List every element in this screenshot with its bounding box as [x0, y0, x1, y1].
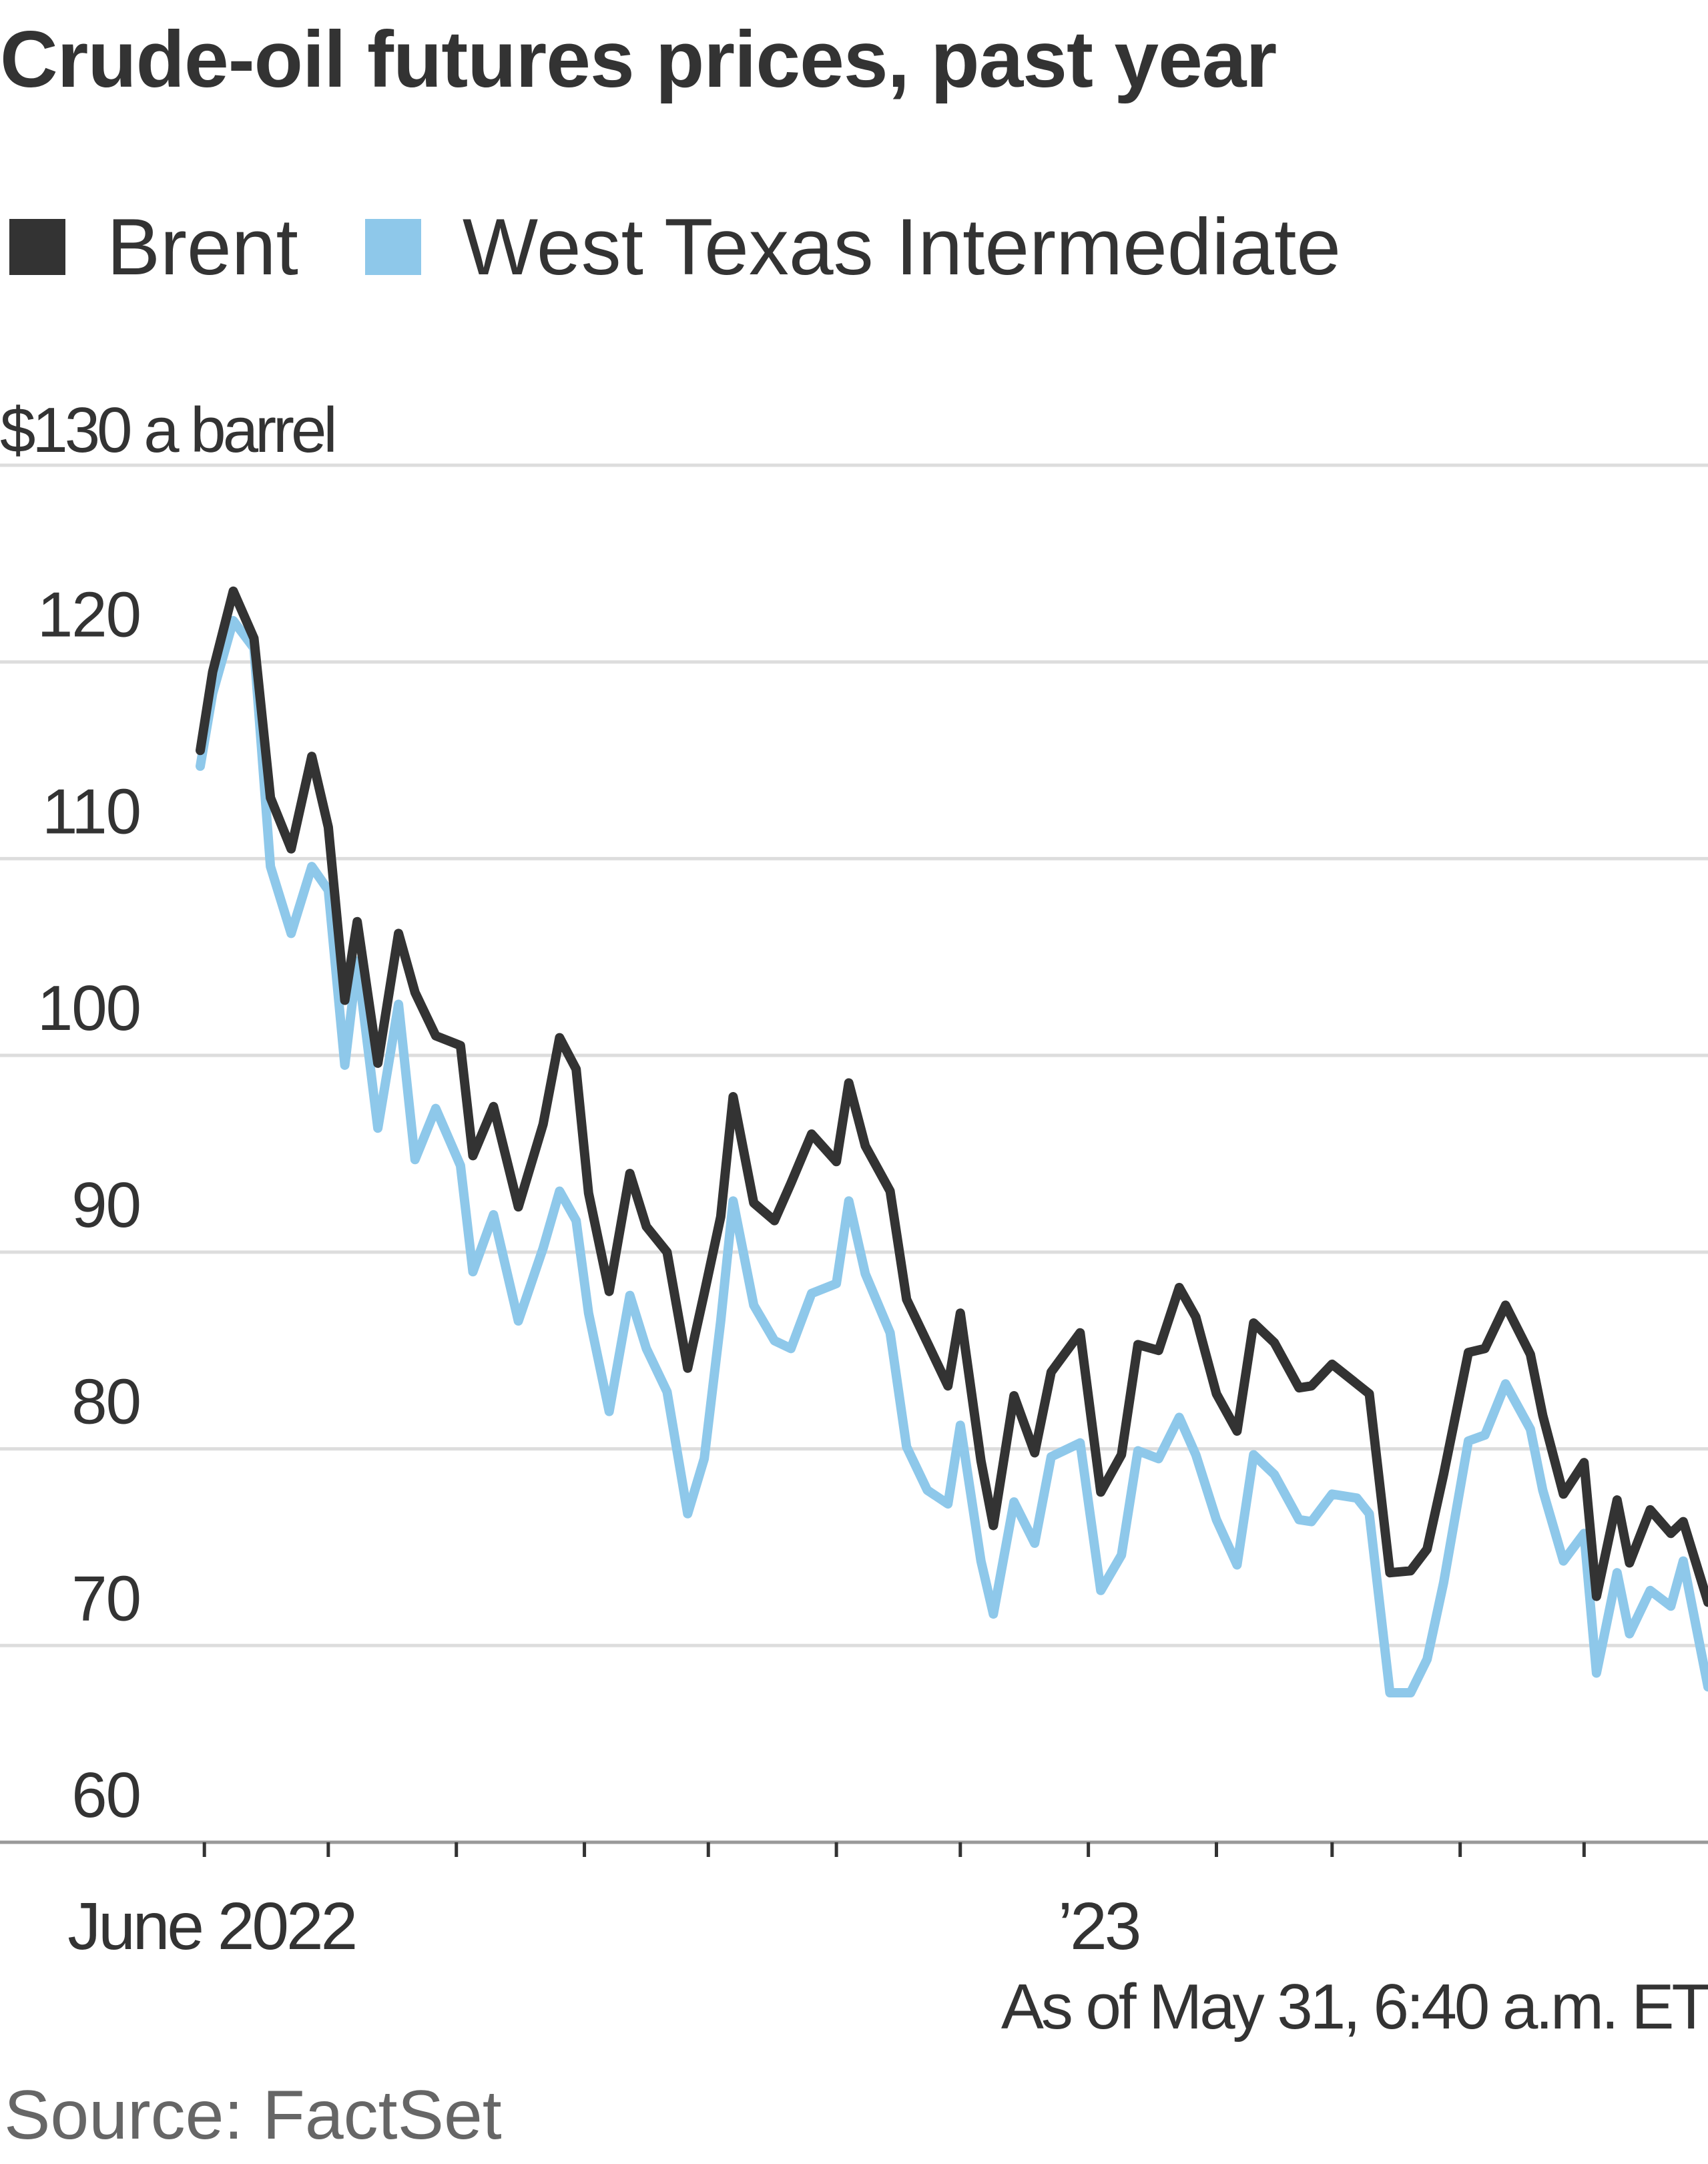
- y-tick-label: 110: [42, 776, 140, 847]
- legend-label-wti: West Texas Intermediate: [462, 202, 1342, 292]
- x-tick-label: June 2022: [67, 1889, 355, 1964]
- legend-label-brent: Brent: [107, 202, 298, 292]
- as-of-note: As of May 31, 6:40 a.m. ET: [1001, 1971, 1708, 2043]
- x-tick-label: ’23: [1058, 1889, 1139, 1964]
- y-tick-label: 70: [71, 1563, 140, 1634]
- legend-swatch-brent: [9, 219, 65, 275]
- source-note: Source: FactSet: [4, 2077, 502, 2154]
- legend-item-brent: Brent: [9, 201, 298, 293]
- series-line-wti: [196, 615, 1708, 1697]
- y-tick-label: 60: [71, 1760, 140, 1831]
- chart-title: Crude-oil futures prices, past year: [0, 15, 1277, 104]
- y-tick-label: 80: [71, 1366, 140, 1438]
- series-lines: [196, 586, 1708, 1697]
- y-tick-label: 120: [37, 579, 140, 651]
- y-axis-unit-label: $130 a barrel: [0, 394, 334, 466]
- gridlines: [0, 463, 1708, 1647]
- series-line-brent: [196, 586, 1708, 1607]
- legend-swatch-wti: [364, 219, 421, 275]
- y-tick-label: 90: [71, 1169, 140, 1241]
- legend: Brent West Texas Intermediate: [9, 200, 1408, 294]
- x-axis: June 2022 ’23: [0, 1840, 1708, 1964]
- y-tick-label: 100: [37, 973, 140, 1044]
- y-axis-tick-labels: 60 70 80 90 100 110 120 $130 a barrel: [0, 394, 338, 1831]
- legend-item-wti: West Texas Intermediate: [364, 201, 1342, 293]
